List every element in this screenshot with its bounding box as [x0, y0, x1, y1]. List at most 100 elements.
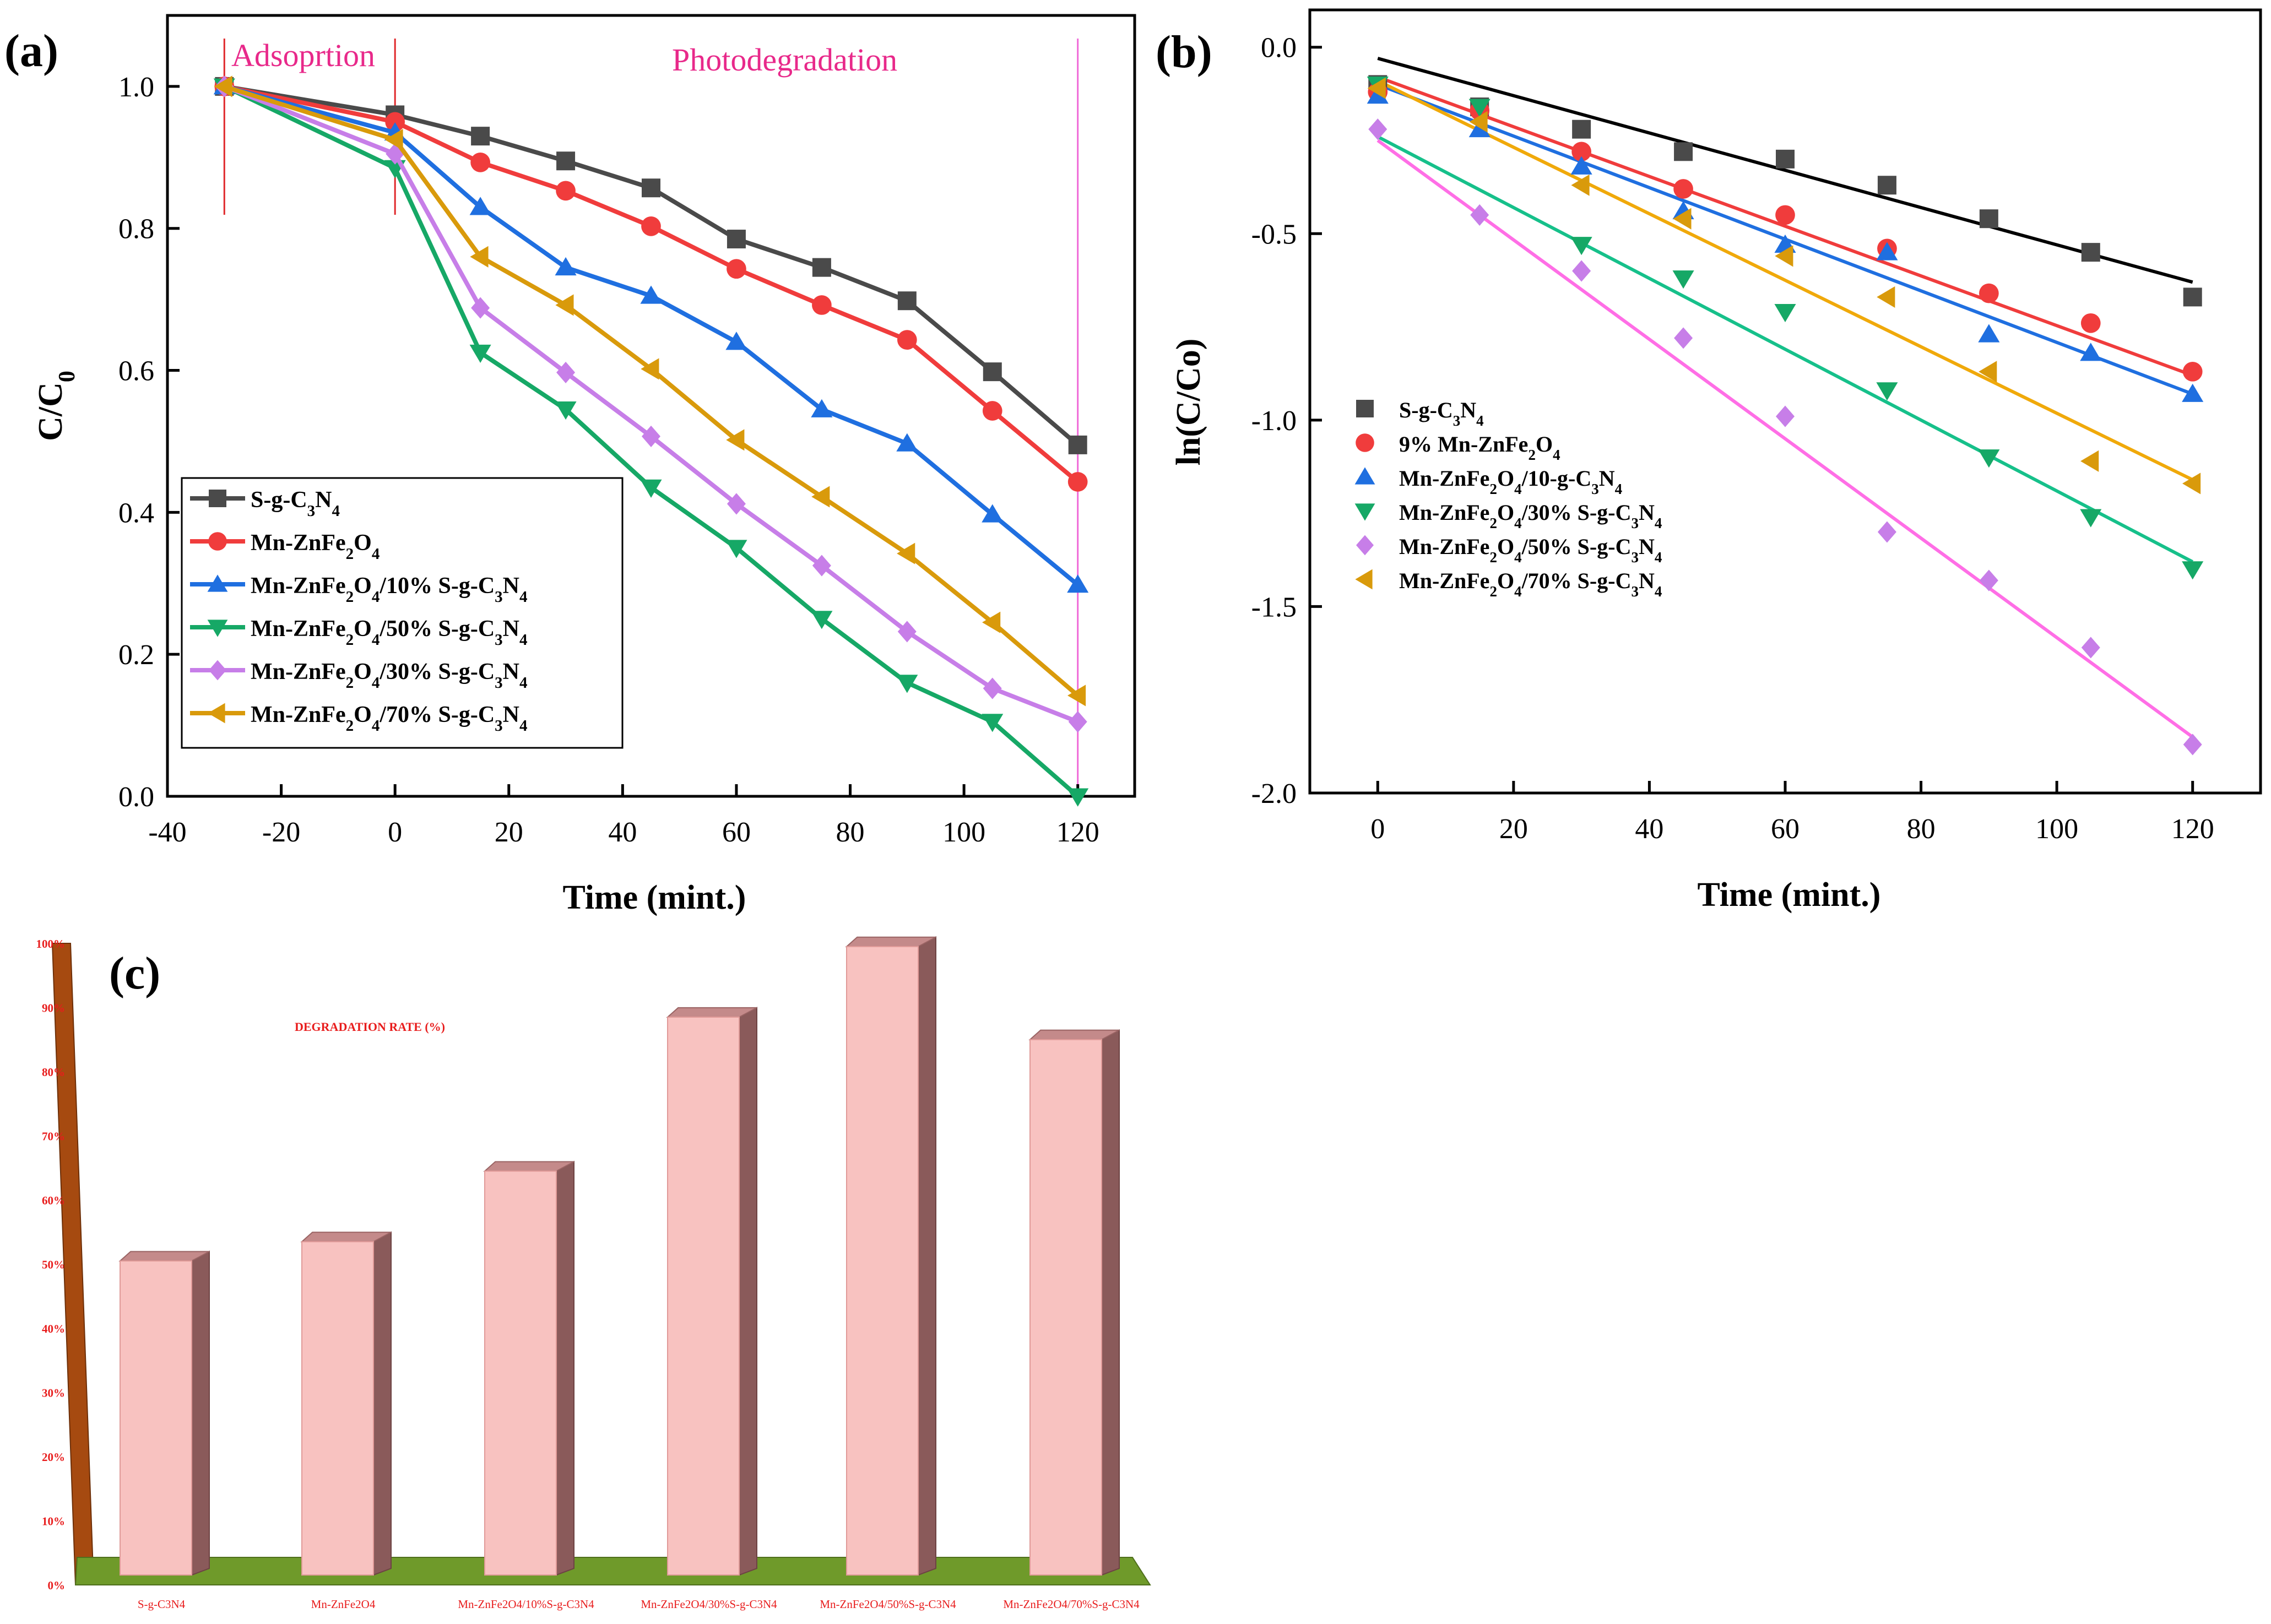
panel-a-series-line [224, 84, 1080, 586]
panel-b-data-point [1979, 569, 1998, 591]
panel-a-y-tick-label: 0.2 [118, 639, 154, 671]
panel-a-line-chart: (a) Adsoprtion Photodegradation -40 -20 0 2… [4, 14, 1136, 916]
panel-b-legend-marker [1354, 503, 1375, 521]
panel-b-scatter-chart: (b) 0 20 40 60 80 100 120 0.0 -0.5 -1.0 -1.5 -2.0 T… [1156, 8, 2262, 914]
panel-a-data-point [1067, 685, 1086, 707]
panel-b-ticks: 0 20 40 60 80 100 120 0.0 -0.5 -1.0 -1.5 -2.0 [1251, 32, 2214, 845]
panel-c-bar [120, 1260, 192, 1576]
panel-a-data-point [214, 75, 232, 97]
panel-b-fit-line [1376, 139, 2194, 738]
panel-b-data-point [1572, 120, 1591, 139]
panel-a-legend-label-t2: 4 [519, 717, 528, 735]
panel-b-legend-label-base: 9% Mn-ZnFe [1399, 432, 1528, 457]
panel-b-legend-label: 9% Mn-ZnFe2O4 [1399, 432, 1560, 463]
panel-b-fit-line [1376, 135, 2194, 563]
panel-a-legend-label-s2: 4 [332, 502, 340, 520]
panel-b-data-point [1468, 99, 1490, 117]
panel-b-fit-line [1377, 75, 2193, 377]
panel-a-legend-box [181, 477, 624, 749]
panel-b-data-point [1368, 118, 1387, 140]
panel-a-legend-label-tail: /70% S-g-C [379, 702, 495, 727]
panel-a-y-tick-label: 0.0 [118, 781, 154, 813]
panel-c-y-tick-label: 90% [42, 1002, 65, 1015]
panel-a-legend-label-tmid: N [503, 616, 519, 642]
panel-b-data-point [1674, 142, 1693, 161]
panel-a-data-point [555, 257, 577, 276]
panel-a-legend-label-t1: 3 [495, 631, 503, 649]
panel-a-data-point [897, 330, 917, 350]
panel-b-data-point [1674, 327, 1693, 349]
panel-a-data-point [384, 129, 403, 151]
panel-c-floor [74, 1557, 1151, 1585]
panel-b-data-point [1979, 209, 1998, 229]
panel-a-series-line [224, 84, 1080, 484]
panel-c-category-labels: S-g-C3N4 Mn-ZnFe2O4 Mn-ZnFe2O4/10%S-g-C3N4… [138, 1598, 1140, 1611]
panel-b-data-point [1570, 156, 1592, 175]
panel-a-legend-marker [208, 532, 227, 551]
panel-a-legend-label-base: Mn-ZnFe [251, 616, 346, 642]
panel-b-data-point [1876, 382, 1898, 401]
panel-a-legend-label-tmid: N [503, 702, 519, 727]
panel-c-y-tick-label: 100% [36, 937, 66, 950]
panel-c-bar-side [1101, 1029, 1120, 1576]
panel-a-data-point [1068, 711, 1087, 733]
panel-b-legend-label-tail: /70% S-g-C [1521, 568, 1632, 593]
panel-a-data-point [471, 297, 490, 319]
panel-a-legend-label-s1: 2 [346, 631, 354, 649]
panel-b-legend-label-tail: /50% S-g-C [1521, 534, 1632, 559]
panel-a-legend-label-base: Mn-ZnFe [251, 530, 346, 556]
panel-a-data-point [1067, 788, 1089, 807]
panel-b-legend-label-tmid: N [1599, 466, 1615, 491]
panel-a-data-point [469, 344, 491, 363]
panel-a-data-point [641, 358, 659, 380]
panel-a-legend-marker [208, 703, 225, 724]
panel-a-data-point [469, 197, 491, 215]
panel-b-legend-label-s1: 2 [1528, 447, 1536, 463]
panel-c-y-tick-label: 20% [42, 1451, 65, 1464]
panel-b-legend-marker [1354, 467, 1375, 485]
panel-b-label: (b) [1156, 26, 1212, 78]
panel-c-chart-title: DEGRADATION RATE (%) [295, 1020, 445, 1034]
panel-b-legend-label-base: Mn-ZnFe [1399, 568, 1489, 593]
panel-a-data-point [982, 714, 1004, 732]
panel-a-legend-label-t1: 3 [495, 674, 503, 692]
panel-a-data-point [897, 542, 915, 564]
panel-b-data-point [2182, 561, 2204, 580]
panel-c-category-label: Mn-ZnFe2O4/70%S-g-C3N4 [1003, 1598, 1140, 1611]
panel-c-y-tick-label: 50% [42, 1258, 65, 1272]
panel-b-data-point [1469, 111, 1488, 133]
panel-a-data-point [812, 295, 832, 315]
panel-b-data-point [1774, 304, 1796, 323]
panel-b-legend-label-tmid: N [1639, 534, 1655, 559]
panel-c-bar [846, 946, 919, 1576]
panel-a-legend-label-s1: 2 [346, 588, 354, 606]
panel-a-x-tick-label: 0 [388, 817, 402, 848]
panel-b-data-point [1367, 77, 1386, 99]
panel-b-data-point [1877, 521, 1896, 543]
panel-a-legend-marker [207, 574, 228, 592]
panel-b-x-tick-label: 60 [1771, 813, 1800, 845]
panel-b-legend-marker [1356, 400, 1374, 417]
panel-a-legend-label-base: Mn-ZnFe [251, 573, 346, 599]
panel-a-legend-label-s2: 4 [372, 717, 380, 735]
panel-b-legend-label-s2: 4 [1514, 481, 1522, 497]
panel-b-legend-label-s1: 2 [1489, 515, 1497, 531]
panel-b-legend-label-s1: 3 [1453, 412, 1461, 429]
panel-b-legend-label-s1: 2 [1489, 481, 1497, 497]
panel-c-ticks: 0% 10% 20% 30% 40% 50% 60% 70% 80% 90% 100% [36, 937, 66, 1592]
panel-a-data-point [641, 216, 661, 236]
panel-a-x-tick-label: 100 [942, 817, 985, 848]
panel-b-data-point [2182, 361, 2203, 382]
panel-a-data-point [897, 291, 917, 311]
panel-a-data-point [896, 433, 918, 452]
panel-a-series-line [223, 84, 1079, 724]
panel-b-data-point [2080, 343, 2102, 361]
panel-b-data-point [1571, 174, 1590, 196]
panel-a-series [213, 75, 1089, 807]
panel-a-data-point [896, 675, 918, 693]
panel-a-legend-label: Mn-ZnFe2O4/10% S-g-C3N4 [251, 573, 528, 606]
panel-a-legend-marker [209, 660, 226, 681]
panel-b-fit-line [1377, 57, 2193, 284]
panel-a-legend-label-s2: 4 [372, 631, 380, 649]
